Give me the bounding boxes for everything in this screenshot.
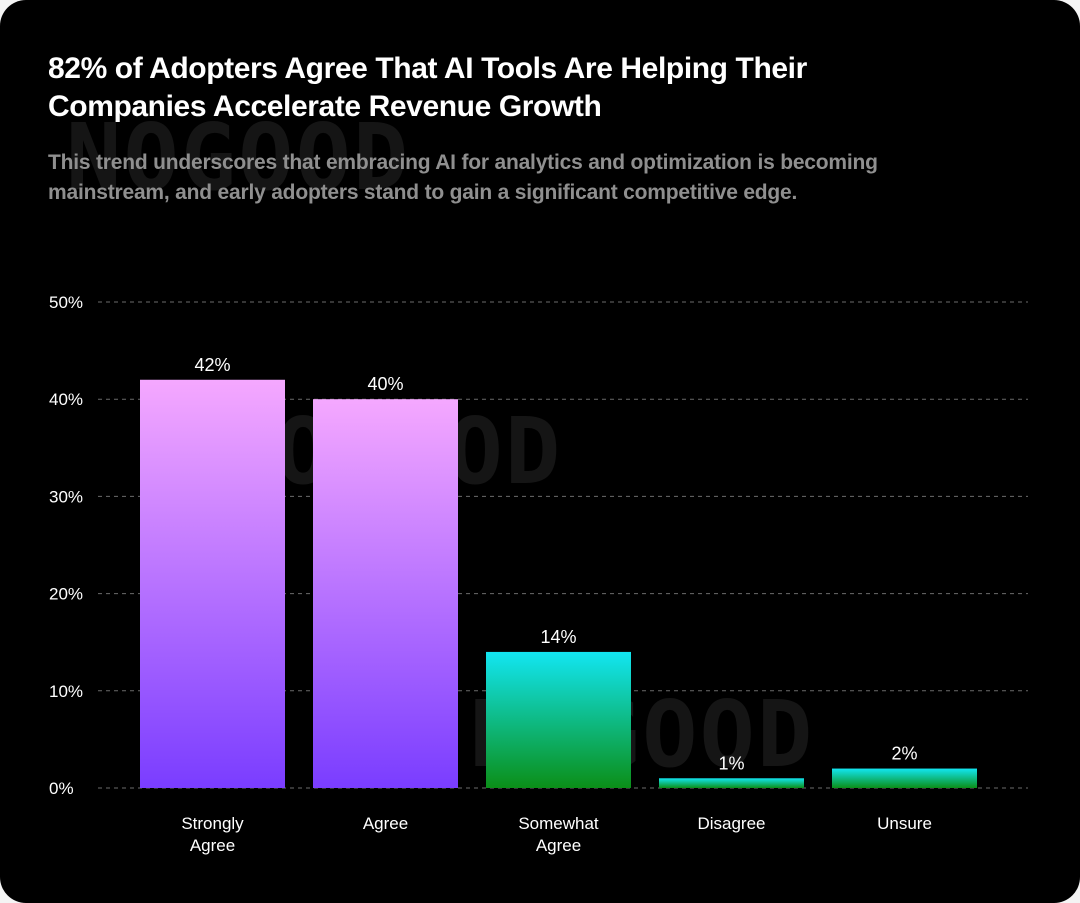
watermark-top: NOGOOD	[66, 104, 411, 211]
value-label: 40%	[367, 374, 403, 394]
chart-title: 82% of Adopters Agree That AI Tools Are …	[48, 52, 807, 123]
bar	[486, 651, 631, 788]
x-tick-label: Somewhat	[518, 814, 599, 833]
y-tick-label: 20%	[49, 585, 83, 604]
value-label: 42%	[194, 355, 230, 375]
bar	[659, 778, 804, 788]
x-tick-label: Disagree	[697, 814, 765, 833]
y-tick-label: 50%	[49, 293, 83, 312]
y-tick-label: 30%	[49, 487, 83, 506]
value-label: 2%	[891, 744, 917, 764]
x-tick-label: Agree	[536, 836, 581, 855]
y-tick-label: 40%	[49, 390, 83, 409]
bar	[313, 399, 458, 788]
y-tick-label: 0%	[49, 779, 74, 798]
x-tick-label: Unsure	[877, 814, 932, 833]
x-tick-label: Strongly	[181, 814, 244, 833]
value-label: 14%	[540, 627, 576, 647]
bar	[140, 379, 285, 788]
chart-subtitle: This trend underscores that embracing AI…	[48, 151, 878, 204]
y-tick-label: 10%	[49, 682, 83, 701]
bar	[832, 768, 977, 788]
x-tick-label: Agree	[363, 814, 408, 833]
value-label: 1%	[718, 753, 744, 773]
x-tick-label: Agree	[190, 836, 235, 855]
